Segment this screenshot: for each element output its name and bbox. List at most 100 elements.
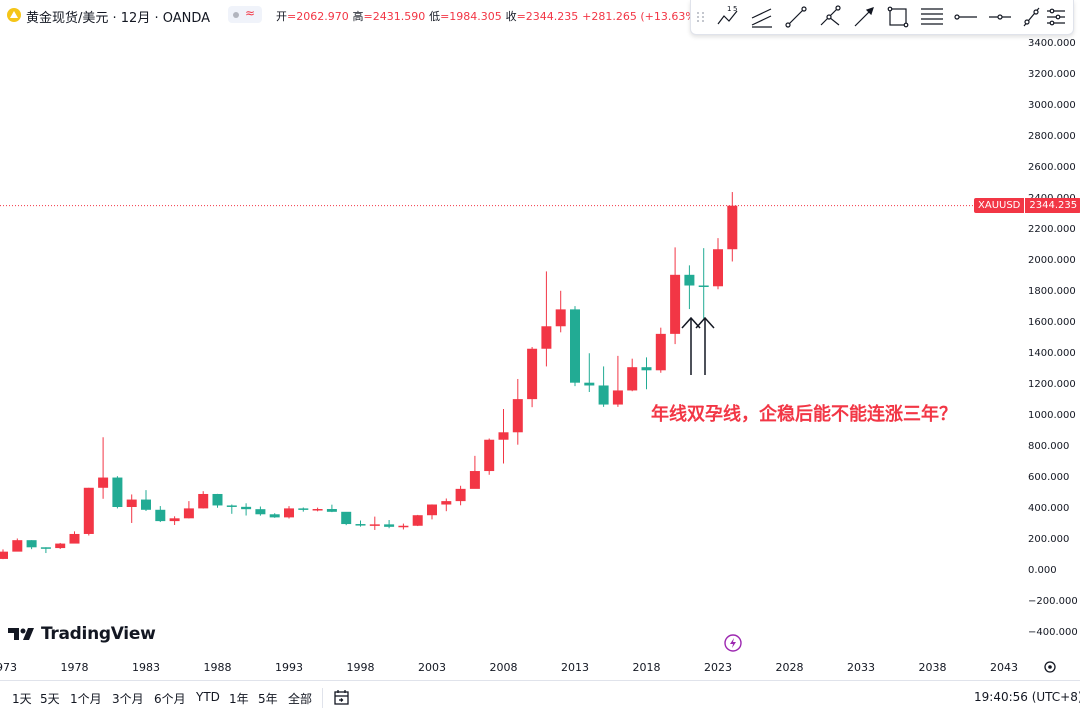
high-label: 高: [352, 10, 364, 23]
candle-2016[interactable]: [612, 355, 623, 407]
candle-2009[interactable]: [512, 378, 523, 445]
candle-1975[interactable]: [26, 540, 37, 550]
range-6m-button[interactable]: 6个月: [154, 692, 186, 706]
candle-1994[interactable]: [298, 507, 309, 512]
candle-1980[interactable]: [98, 437, 109, 499]
y-tick-label: 400.000: [1028, 503, 1069, 514]
range-all-button[interactable]: 全部: [288, 692, 313, 706]
market-status-badge[interactable]: ≈: [228, 6, 262, 23]
candle-1984[interactable]: [155, 506, 166, 523]
clock-timezone[interactable]: 19:40:56 (UTC+8): [974, 690, 1080, 704]
horizontal-ray-icon[interactable]: [953, 4, 979, 30]
candle-1979[interactable]: [83, 487, 94, 536]
arrow-line-icon[interactable]: [851, 4, 877, 30]
candle-1993[interactable]: [284, 506, 294, 519]
candle-2010[interactable]: [527, 347, 538, 408]
price-axis[interactable]: 3400.000 3200.000 3000.000 2800.000 2600.000…: [1028, 38, 1078, 638]
y-tick-label: 1000.000: [1028, 410, 1076, 421]
candle-2000[interactable]: [384, 520, 395, 529]
candle-2019[interactable]: [655, 327, 666, 373]
candle-2022[interactable]: [698, 248, 709, 319]
lines-group-icon[interactable]: [919, 4, 945, 30]
candle-2011[interactable]: [541, 271, 552, 367]
candle-1976[interactable]: [40, 547, 51, 554]
symbol-title[interactable]: 黄金现货/美元 · 12月 · OANDA: [26, 11, 211, 26]
range-ytd-button[interactable]: YTD: [196, 690, 220, 704]
more-lines-icon[interactable]: [1043, 4, 1069, 30]
annotation-text[interactable]: 年线双孕线，企稳后能不能连涨三年？: [651, 404, 957, 425]
candle-1988[interactable]: [212, 493, 223, 508]
candle-2012[interactable]: [555, 290, 566, 333]
candle-1998[interactable]: [355, 520, 366, 527]
candle-1973[interactable]: [0, 549, 8, 560]
trend-line-icon[interactable]: [783, 4, 809, 30]
candle-2003[interactable]: [427, 504, 437, 520]
tv-logo-icon: [8, 628, 34, 640]
arrow-2022[interactable]: [695, 316, 715, 375]
range-5y-button[interactable]: 5年: [258, 692, 278, 706]
candle-2007[interactable]: [484, 438, 495, 475]
open-value: =2062.970: [287, 10, 349, 23]
candle-1997[interactable]: [341, 511, 352, 526]
candle-2018[interactable]: [641, 357, 652, 390]
candle-1983[interactable]: [141, 490, 151, 512]
candle-body-1994: [298, 508, 309, 510]
settings-gear-icon[interactable]: [1044, 661, 1056, 673]
candle-2017[interactable]: [627, 358, 638, 392]
candle-2005[interactable]: [455, 485, 466, 506]
go-to-date-icon[interactable]: [333, 689, 351, 707]
range-5d-button[interactable]: 5天: [40, 692, 60, 706]
candle-2001[interactable]: [398, 523, 409, 530]
candle-2008[interactable]: [498, 409, 509, 464]
candle-2013[interactable]: [570, 306, 580, 387]
flash-news-icon[interactable]: [724, 634, 742, 652]
candle-body-2008: [498, 432, 509, 440]
candle-1996[interactable]: [326, 504, 337, 513]
candle-1978[interactable]: [69, 531, 80, 544]
arrow-2021[interactable]: [681, 316, 701, 375]
candle-1991[interactable]: [255, 506, 266, 516]
range-3m-button[interactable]: 3个月: [112, 692, 144, 706]
candle-1986[interactable]: [183, 501, 194, 519]
vertical-line-icon[interactable]: [1019, 4, 1045, 30]
x-tick-label: 1993: [275, 661, 303, 674]
annotation-arrows[interactable]: [681, 316, 715, 375]
candle-2015[interactable]: [598, 366, 609, 407]
candle-1985[interactable]: [169, 516, 180, 525]
horizontal-line-icon[interactable]: [987, 4, 1013, 30]
range-1d-button[interactable]: 1天: [12, 692, 32, 706]
price-chart[interactable]: 3400.000 3200.000 3000.000 2800.000 2600.000…: [0, 0, 1080, 680]
x-tick-label: 2028: [776, 661, 804, 674]
parallel-channel-icon[interactable]: [749, 4, 775, 30]
candle-1987[interactable]: [198, 491, 209, 509]
candle-2006[interactable]: [469, 455, 480, 489]
range-1y-button[interactable]: 1年: [229, 692, 249, 706]
candle-2023[interactable]: [713, 238, 723, 290]
rectangle-icon[interactable]: [885, 4, 911, 30]
candle-1992[interactable]: [269, 513, 280, 518]
price-tag-value: 2344.235: [1025, 197, 1080, 213]
range-1m-button[interactable]: 1个月: [70, 692, 102, 706]
candle-body-1978: [69, 533, 80, 544]
candle-1999[interactable]: [369, 516, 380, 530]
candle-2014[interactable]: [584, 353, 595, 392]
candle-1981[interactable]: [112, 476, 123, 509]
candle-1990[interactable]: [241, 503, 252, 516]
candle-1977[interactable]: [55, 542, 66, 550]
candle-1989[interactable]: [226, 504, 237, 514]
drag-handle-icon[interactable]: [695, 4, 707, 30]
tradingview-logo[interactable]: TradingView: [8, 624, 156, 644]
candle-body-2002: [412, 515, 423, 526]
candle-1995[interactable]: [312, 507, 323, 512]
candle-2021[interactable]: [684, 265, 695, 310]
polyline-icon[interactable]: [817, 4, 843, 30]
candle-1982[interactable]: [126, 494, 137, 523]
time-axis[interactable]: 1973 1978 1983 1988 1993 1998 2003 2008 2013 2018…: [0, 661, 1018, 674]
candle-1974[interactable]: [12, 538, 23, 552]
candle-2004[interactable]: [441, 498, 452, 512]
candle-2024[interactable]: [727, 192, 738, 262]
x-tick-label: 1998: [347, 661, 375, 674]
candle-2020[interactable]: [670, 247, 681, 345]
candle-2002[interactable]: [412, 514, 423, 527]
